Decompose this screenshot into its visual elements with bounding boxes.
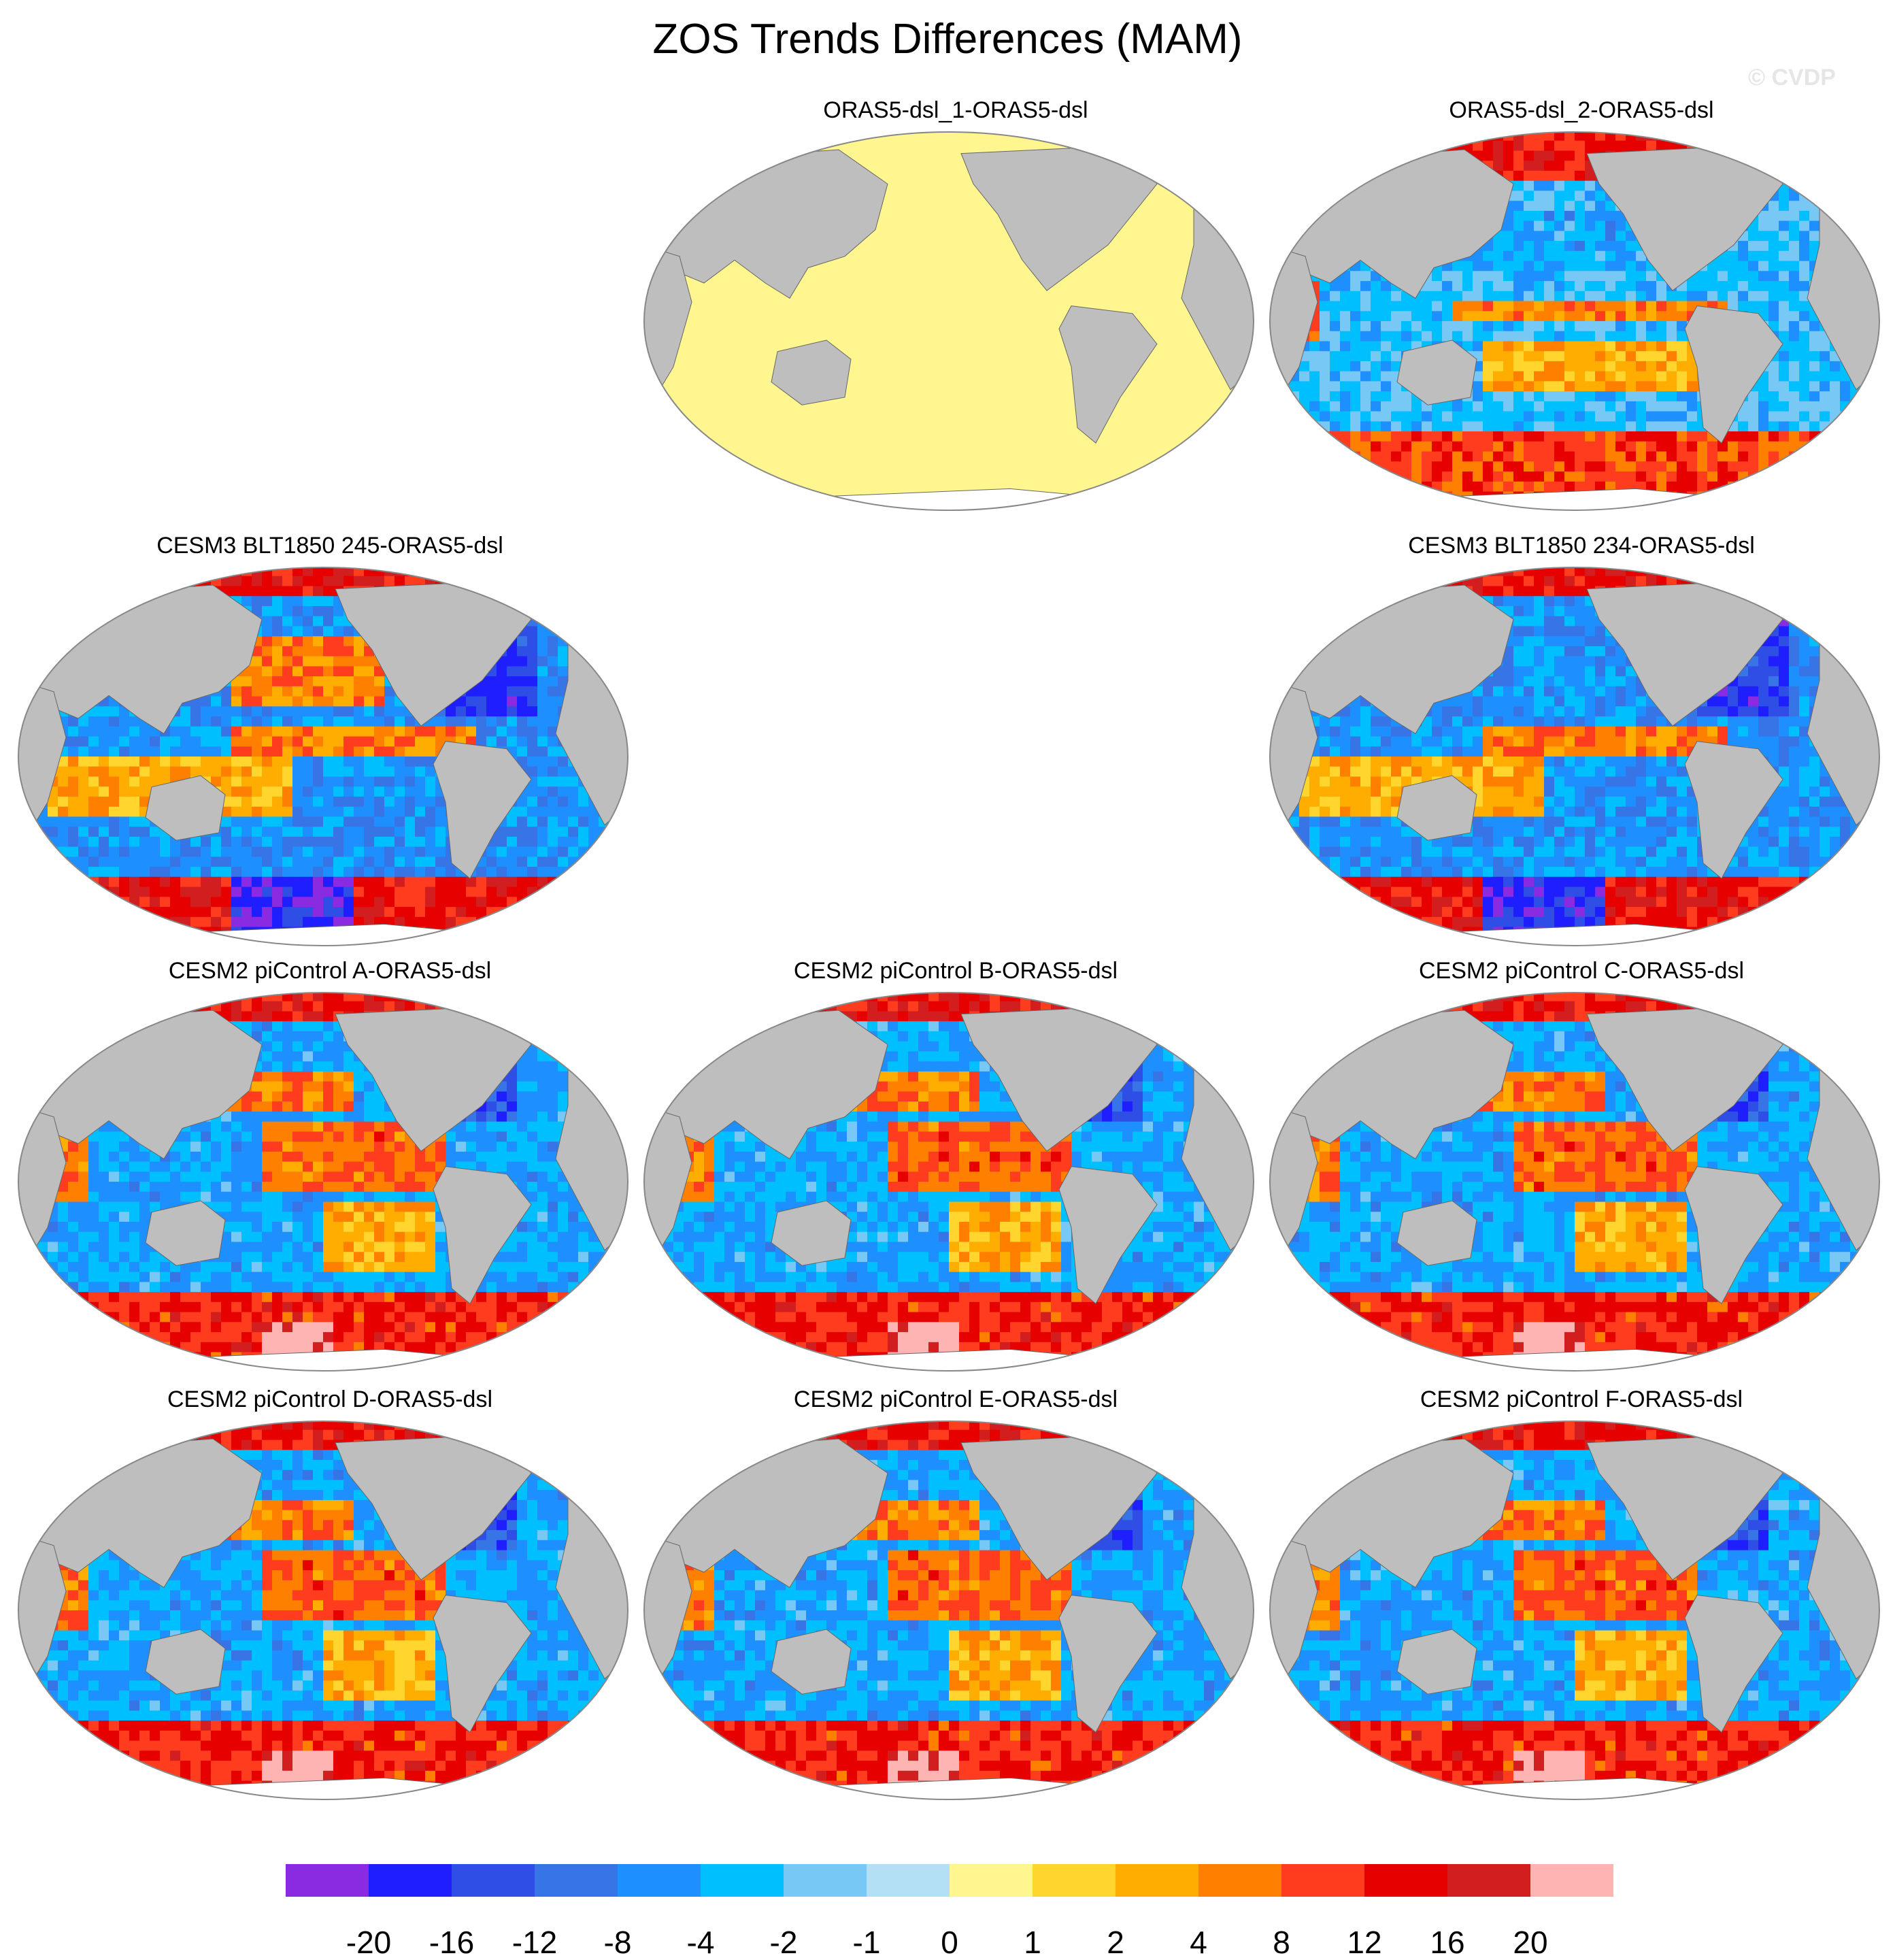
map-panel-p0: ORAS5-dsl_1-ORAS5-dsl (643, 95, 1269, 517)
map-panel-p9: CESM2 piControl F-ORAS5-dsl (1269, 1384, 1894, 1806)
colorbar-tick-label: 4 (1158, 1925, 1239, 1959)
map-projection (17, 991, 629, 1372)
colorbar-tick-label: 16 (1407, 1925, 1488, 1959)
map-panel-p6: CESM2 piControl C-ORAS5-dsl (1269, 956, 1894, 1378)
colorbar-tick-label: 8 (1241, 1925, 1322, 1959)
colorbar-swatch (950, 1864, 1033, 1897)
map-panel-p5: CESM2 piControl B-ORAS5-dsl (643, 956, 1269, 1378)
panel-title: CESM3 BLT1850 245-ORAS5-dsl (17, 531, 643, 561)
map-panel-p4: CESM2 piControl A-ORAS5-dsl (17, 956, 643, 1378)
map-projection (1269, 131, 1881, 512)
colorbar (286, 1864, 1613, 1897)
colorbar-swatch (369, 1864, 452, 1897)
colorbar-swatch (535, 1864, 618, 1897)
colorbar-swatch (701, 1864, 784, 1897)
colorbar-swatch (1033, 1864, 1116, 1897)
panel-title: ORAS5-dsl_1-ORAS5-dsl (643, 95, 1269, 125)
colorbar-swatch (1447, 1864, 1530, 1897)
map-panel-p3: CESM3 BLT1850 234-ORAS5-dsl (1269, 531, 1894, 952)
panel-title: ORAS5-dsl_2-ORAS5-dsl (1269, 95, 1894, 125)
colorbar-swatch (867, 1864, 950, 1897)
map-panel-p1: ORAS5-dsl_2-ORAS5-dsl (1269, 95, 1894, 517)
map-panel-p7: CESM2 piControl D-ORAS5-dsl (17, 1384, 643, 1806)
colorbar-swatch (784, 1864, 867, 1897)
colorbar-tick-label: -2 (743, 1925, 824, 1959)
panel-title: CESM2 piControl C-ORAS5-dsl (1269, 956, 1894, 986)
panel-title: CESM2 piControl A-ORAS5-dsl (17, 956, 643, 986)
map-panel-p8: CESM2 piControl E-ORAS5-dsl (643, 1384, 1269, 1806)
colorbar-swatch (1530, 1864, 1613, 1897)
colorbar-tick-label: -1 (826, 1925, 907, 1959)
colorbar-tick-label: -4 (660, 1925, 741, 1959)
map-projection (1269, 566, 1881, 947)
colorbar-swatch (1364, 1864, 1447, 1897)
watermark: © CVDP (1748, 65, 1836, 91)
colorbar-tick-label: -16 (411, 1925, 492, 1959)
colorbar-tick-label: 12 (1324, 1925, 1405, 1959)
panel-title: CESM3 BLT1850 234-ORAS5-dsl (1269, 531, 1894, 561)
colorbar-tick-label: 2 (1075, 1925, 1156, 1959)
panel-title: CESM2 piControl F-ORAS5-dsl (1269, 1384, 1894, 1414)
colorbar-swatch (286, 1864, 369, 1897)
colorbar-swatch (618, 1864, 701, 1897)
map-projection (643, 131, 1255, 512)
colorbar-swatch (452, 1864, 535, 1897)
colorbar-tick-label: -12 (494, 1925, 575, 1959)
map-projection (17, 566, 629, 947)
colorbar-tick-label: 1 (992, 1925, 1073, 1959)
colorbar-tick-label: 0 (909, 1925, 990, 1959)
colorbar-swatch (1116, 1864, 1198, 1897)
figure-title: ZOS Trends Differences (MAM) (0, 12, 1895, 67)
panel-title: CESM2 piControl D-ORAS5-dsl (17, 1384, 643, 1414)
colorbar-tick-label: 20 (1490, 1925, 1571, 1959)
map-projection (643, 1420, 1255, 1801)
map-panel-p2: CESM3 BLT1850 245-ORAS5-dsl (17, 531, 643, 952)
map-projection (643, 991, 1255, 1372)
map-projection (1269, 1420, 1881, 1801)
map-projection (1269, 991, 1881, 1372)
colorbar-swatch (1281, 1864, 1364, 1897)
panel-title: CESM2 piControl B-ORAS5-dsl (643, 956, 1269, 986)
colorbar-tick-label: -8 (577, 1925, 658, 1959)
map-projection (17, 1420, 629, 1801)
colorbar-tick-label: -20 (328, 1925, 409, 1959)
panel-title: CESM2 piControl E-ORAS5-dsl (643, 1384, 1269, 1414)
colorbar-swatch (1198, 1864, 1281, 1897)
